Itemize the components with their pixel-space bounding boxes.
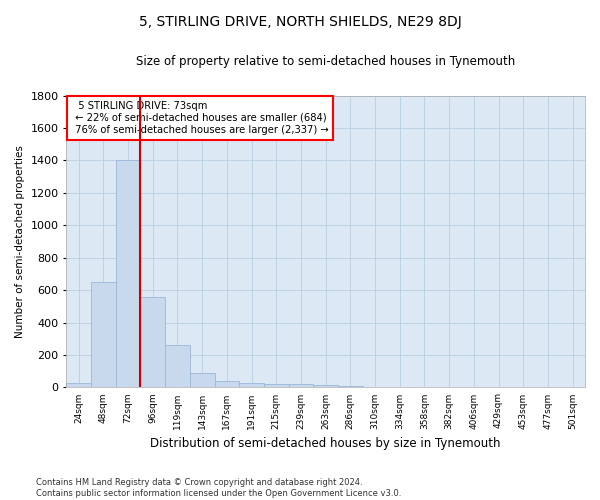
Bar bbox=[338, 386, 363, 388]
Text: 5, STIRLING DRIVE, NORTH SHIELDS, NE29 8DJ: 5, STIRLING DRIVE, NORTH SHIELDS, NE29 8… bbox=[139, 15, 461, 29]
Bar bbox=[560, 386, 585, 388]
Text: 5 STIRLING DRIVE: 73sqm  
 ← 22% of semi-detached houses are smaller (684)
 76% : 5 STIRLING DRIVE: 73sqm ← 22% of semi-de… bbox=[71, 102, 328, 134]
Bar bbox=[313, 385, 338, 388]
Bar bbox=[264, 384, 289, 388]
Bar bbox=[190, 373, 215, 388]
Bar bbox=[511, 386, 536, 388]
Text: Contains HM Land Registry data © Crown copyright and database right 2024.
Contai: Contains HM Land Registry data © Crown c… bbox=[36, 478, 401, 498]
Bar bbox=[140, 296, 165, 388]
Bar bbox=[289, 384, 313, 388]
Bar bbox=[239, 382, 264, 388]
X-axis label: Distribution of semi-detached houses by size in Tynemouth: Distribution of semi-detached houses by … bbox=[151, 437, 501, 450]
Bar bbox=[67, 382, 91, 388]
Bar bbox=[165, 346, 190, 388]
Title: Size of property relative to semi-detached houses in Tynemouth: Size of property relative to semi-detach… bbox=[136, 55, 515, 68]
Bar bbox=[91, 282, 116, 388]
Bar bbox=[116, 160, 140, 388]
Bar bbox=[363, 386, 388, 388]
Bar bbox=[215, 381, 239, 388]
Y-axis label: Number of semi-detached properties: Number of semi-detached properties bbox=[15, 145, 25, 338]
